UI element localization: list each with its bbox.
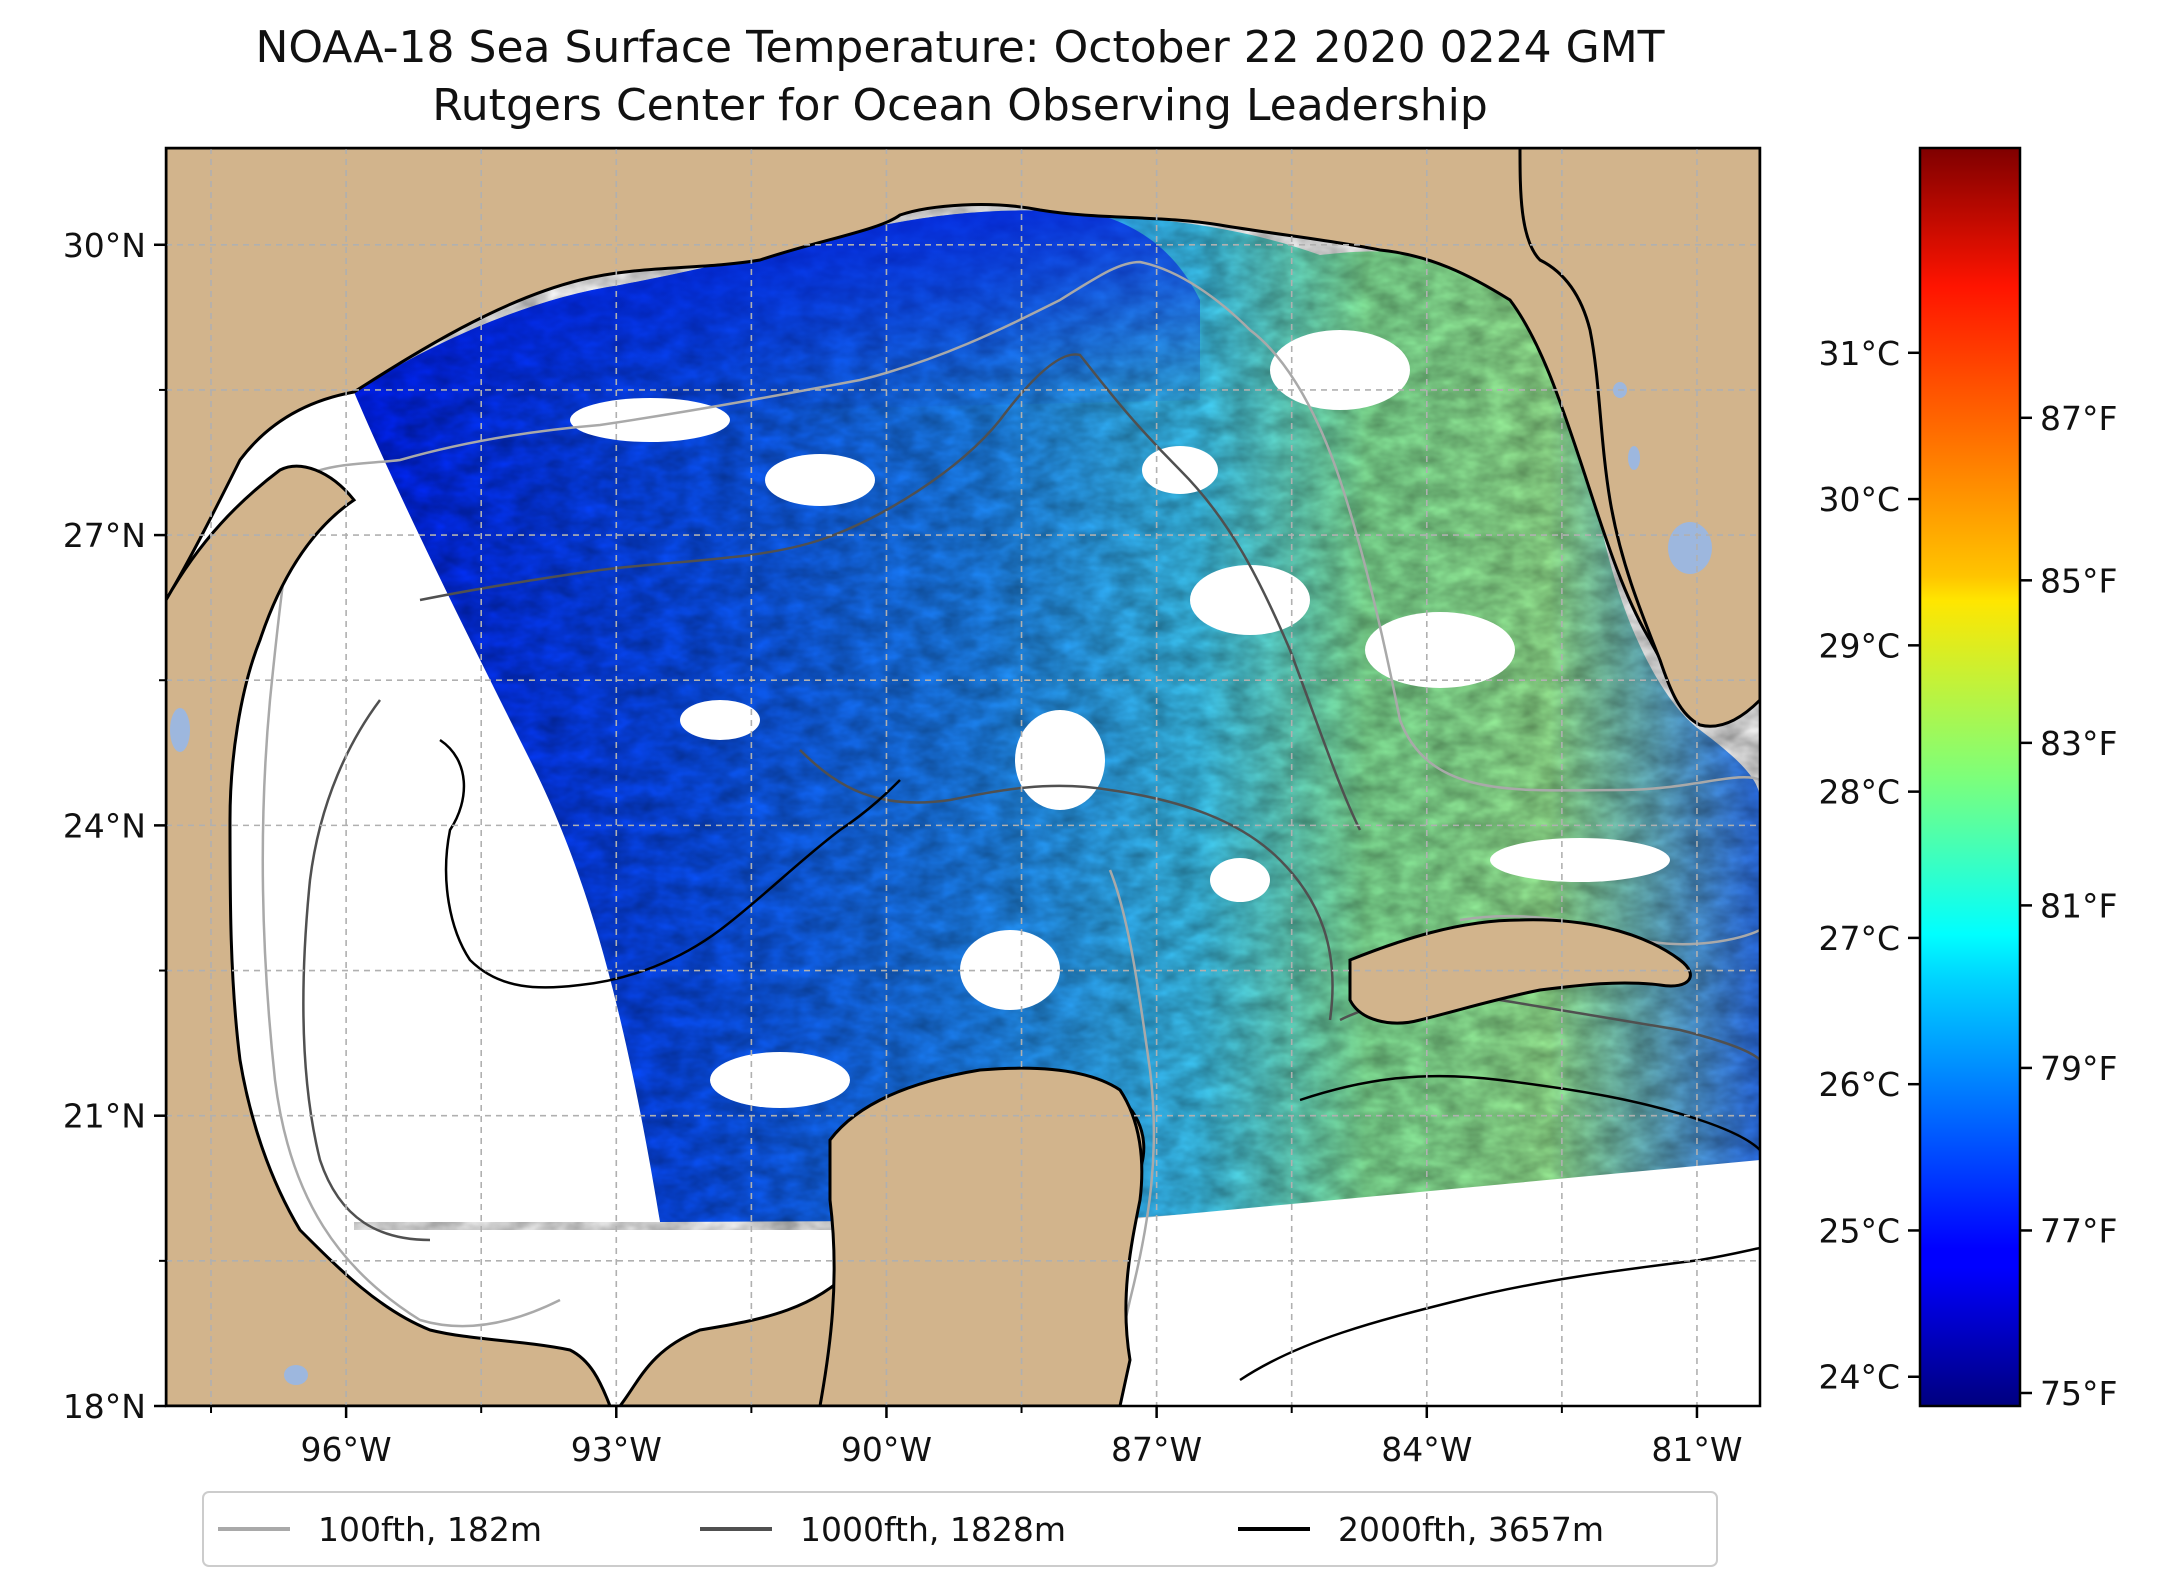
lat-tick-label: 24°N: [63, 806, 146, 845]
colorbar-fahrenheit-ticks: 75°F 77°F 79°F 81°F 83°F 85°F 87°F: [2020, 399, 2117, 1413]
sst-northern-band: [354, 210, 1200, 420]
cloud-patch: [960, 930, 1060, 1010]
lon-tick-label: 93°W: [571, 1430, 662, 1469]
figure-title-line2: Rutgers Center for Ocean Observing Leade…: [432, 80, 1488, 131]
lake-small: [1628, 446, 1640, 470]
cloud-patch: [765, 454, 875, 506]
lon-tick-label: 84°W: [1381, 1430, 1472, 1469]
cloud-gaps: [166, 330, 1760, 1406]
lake-small: [170, 708, 190, 752]
colorbar-celsius-ticks: 24°C 25°C 26°C 27°C 28°C 29°C 30°C 31°C: [1818, 334, 1920, 1397]
colorbar-celsius-label: 29°C: [1818, 626, 1900, 665]
lat-tick-label: 18°N: [63, 1387, 146, 1426]
cloud-patch: [1490, 838, 1670, 882]
colorbar-celsius-label: 25°C: [1818, 1211, 1900, 1250]
lon-tick-label: 90°W: [841, 1430, 932, 1469]
lon-tick-label: 87°W: [1111, 1430, 1202, 1469]
lat-tick-label: 30°N: [63, 226, 146, 265]
map-frame: [164, 146, 1762, 1408]
colorbar-celsius-label: 31°C: [1818, 334, 1900, 373]
figure-title-line1: NOAA-18 Sea Surface Temperature: October…: [255, 22, 1664, 73]
colorbar-celsius-label: 27°C: [1818, 919, 1900, 958]
colorbar: 24°C 25°C 26°C 27°C 28°C 29°C 30°C 31°C 75°F 77°…: [1818, 146, 2117, 1413]
colorbar-celsius-label: 28°C: [1818, 773, 1900, 812]
contour-1000fth: [302, 353, 1760, 1242]
lat-tick-label: 21°N: [63, 1097, 146, 1136]
cloud-patch: [1365, 612, 1515, 688]
colorbar-celsius-label: 26°C: [1818, 1065, 1900, 1104]
lake-small: [284, 1365, 308, 1385]
legend-label: 2000fth, 3657m: [1338, 1510, 1604, 1549]
lake-okeechobee: [1668, 522, 1712, 574]
cloud-patch: [1015, 710, 1105, 810]
legend-label: 1000fth, 1828m: [800, 1510, 1066, 1549]
lon-tick-label: 81°W: [1651, 1430, 1742, 1469]
land-yucatan: [818, 1066, 1144, 1406]
cloud-patch: [680, 700, 760, 740]
colorbar-fahrenheit-label: 81°F: [2040, 886, 2117, 925]
legend-box: [202, 1491, 1718, 1567]
contour-2000fth: [439, 738, 1760, 1382]
contour-100fth: [261, 260, 1760, 1406]
bathymetry-contours: [261, 260, 1760, 1406]
cloud-caribbean: [1100, 1160, 1760, 1406]
colorbar-fahrenheit-label: 87°F: [2040, 399, 2117, 438]
map-area: [166, 148, 1760, 1406]
lat-tick-label: 27°N: [63, 516, 146, 555]
colorbar-gradient: [1918, 146, 2022, 1408]
colorbar-fahrenheit-label: 85°F: [2040, 561, 2117, 600]
colorbar-fahrenheit-label: 77°F: [2040, 1211, 2117, 1250]
cloud-patch: [1190, 565, 1310, 635]
land-florida: [1518, 148, 1760, 728]
colorbar-fahrenheit-label: 79°F: [2040, 1049, 2117, 1088]
land-cuba: [1348, 918, 1692, 1025]
cloud-patch: [1210, 858, 1270, 902]
cloud-patch: [570, 398, 730, 442]
gridlines: [166, 148, 1760, 1406]
lon-tick-label: 96°W: [301, 1430, 392, 1469]
legend: 100fth, 182m 1000fth, 1828m 2000fth, 3657m: [202, 1491, 1718, 1567]
lat-axis: 18°N 21°N 24°N 27°N 30°N: [63, 226, 166, 1426]
colorbar-fahrenheit-label: 83°F: [2040, 724, 2117, 763]
colorbar-fahrenheit-label: 75°F: [2040, 1374, 2117, 1413]
legend-label: 100fth, 182m: [318, 1510, 542, 1549]
colorbar-celsius-label: 30°C: [1818, 480, 1900, 519]
cloud-patch: [710, 1052, 850, 1108]
colorbar-celsius-label: 24°C: [1818, 1358, 1900, 1397]
cloud-western-gulf: [166, 380, 660, 1222]
lon-axis: 96°W 93°W 90°W 87°W 84°W 81°W: [210, 1406, 1743, 1469]
